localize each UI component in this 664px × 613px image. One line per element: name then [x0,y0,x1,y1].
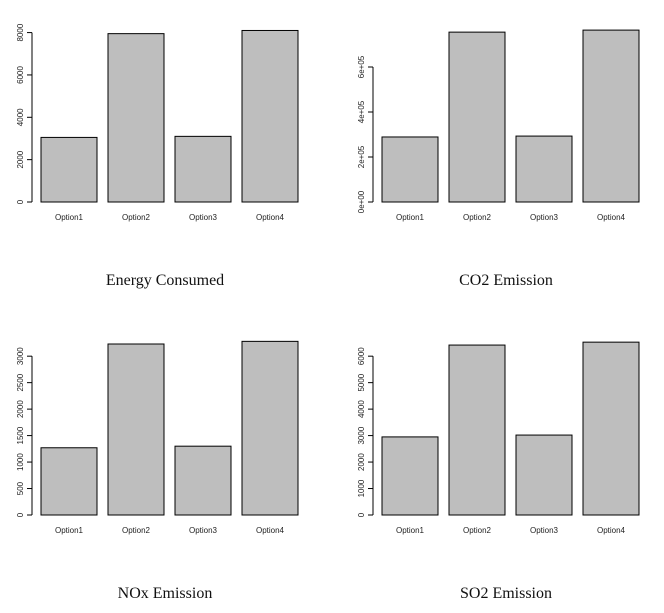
bar [515,135,573,203]
y-tick-label: 2000 [16,150,25,168]
y-tick-label: 1000 [357,479,366,497]
y-tick-label: 3000 [16,347,25,365]
x-tick-label: Option4 [597,526,626,535]
x-tick-label: Option1 [55,526,84,535]
bar [448,31,506,203]
chart-panel: 0e+00 2e+05 4e+05 6e+05 Option1 Option2 Option… [357,29,640,289]
bar [241,340,299,516]
bar [107,343,165,516]
chart-title: SO2 Emission [460,585,552,602]
chart-panel: 0 2000 4000 6000 8000 Option1 Option2 Option3 Op… [16,23,299,289]
bar [174,135,232,203]
x-tick-label: Option1 [55,213,84,222]
bar [582,29,640,203]
bar [241,29,299,203]
bar [448,344,506,516]
y-tick-label: 6000 [357,347,366,365]
bar [381,436,439,516]
bar [515,434,573,516]
x-tick-label: Option4 [597,213,626,222]
bar [381,136,439,203]
y-tick-label: 4000 [16,108,25,126]
y-tick-label: 5000 [357,373,366,391]
x-tick-label: Option4 [256,526,285,535]
x-tick-label: Option2 [122,526,151,535]
bar [40,447,98,516]
y-tick-label: 1000 [16,453,25,471]
y-tick-label: 1500 [16,426,25,444]
x-tick-label: Option3 [189,526,218,535]
bar [174,445,232,516]
chart-title: NOx Emission [118,585,213,602]
y-tick-label: 6000 [16,65,25,83]
bar [582,341,640,516]
chart-title: Energy Consumed [106,272,224,289]
chart-panel: 0 500 1000 1500 2000 2500 3000 Option1 Option2 Op… [16,340,299,602]
x-tick-label: Option1 [396,526,425,535]
y-tick-label: 8000 [16,23,25,41]
x-tick-label: Option2 [463,526,492,535]
chart-title: CO2 Emission [459,272,553,289]
x-tick-label: Option4 [256,213,285,222]
y-tick-label: 2000 [357,453,366,471]
x-tick-label: Option2 [122,213,151,222]
x-tick-label: Option2 [463,213,492,222]
y-tick-label: 6e+05 [357,55,366,78]
y-tick-label: 0 [16,512,25,517]
y-tick-label: 2e+05 [357,145,366,168]
y-tick-label: 4000 [357,400,366,418]
y-tick-label: 0 [16,199,25,204]
bar [107,33,165,203]
y-tick-label: 0e+00 [357,190,366,213]
y-tick-label: 500 [16,481,25,495]
y-tick-label: 2000 [16,400,25,418]
chart-panel: 0 1000 2000 3000 4000 5000 6000 Option1 Option2 O… [357,341,640,602]
y-tick-label: 2500 [16,373,25,391]
x-tick-label: Option3 [530,526,559,535]
bar [40,136,98,203]
x-tick-label: Option3 [189,213,218,222]
y-tick-label: 4e+05 [357,100,366,123]
y-tick-label: 3000 [357,426,366,444]
x-tick-label: Option1 [396,213,425,222]
y-tick-label: 0 [357,512,366,517]
x-tick-label: Option3 [530,213,559,222]
